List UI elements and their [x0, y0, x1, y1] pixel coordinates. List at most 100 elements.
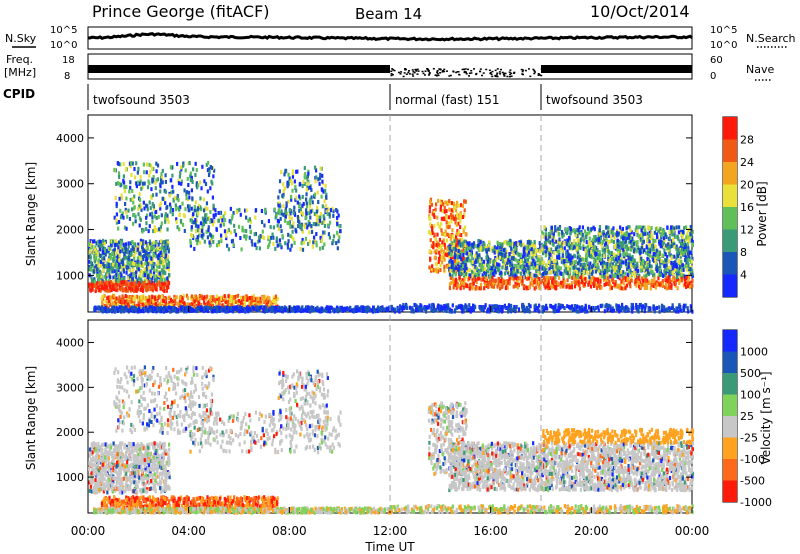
heatmap-cell — [251, 299, 254, 304]
heatmap-cell — [223, 305, 226, 310]
heatmap-cell — [125, 255, 128, 260]
heatmap-cell — [540, 266, 544, 271]
heatmap-cell — [224, 296, 227, 301]
heatmap-cell — [106, 272, 109, 277]
heatmap-cell — [159, 303, 162, 308]
heatmap-cell — [304, 197, 308, 202]
heatmap-cell — [636, 264, 639, 269]
heatmap-cell — [167, 284, 170, 289]
freq-scatter-point — [411, 73, 414, 75]
heatmap-cell — [230, 216, 234, 221]
heatmap-cell — [447, 254, 450, 259]
heatmap-cell — [527, 274, 530, 279]
heatmap-cell — [457, 230, 461, 235]
heatmap-cell — [319, 172, 322, 177]
heatmap-cell — [168, 305, 171, 310]
heatmap-cell — [488, 240, 491, 245]
heatmap-cell — [443, 264, 446, 269]
heatmap-cell — [232, 300, 235, 305]
heatmap-cell — [627, 261, 630, 266]
heatmap-cell — [290, 243, 293, 248]
heatmap-cell — [119, 244, 122, 249]
heatmap-cell — [305, 201, 308, 206]
heatmap-cell — [464, 231, 467, 236]
heatmap-cell — [176, 193, 179, 198]
heatmap-cell — [633, 247, 636, 252]
freq-scatter-point — [509, 73, 512, 76]
heatmap-cell — [104, 284, 107, 289]
heatmap-cell — [115, 201, 118, 206]
heatmap-cell — [144, 302, 148, 307]
heatmap-cell — [440, 228, 443, 233]
heatmap-cell — [209, 233, 213, 238]
heatmap-cell — [237, 298, 240, 303]
heatmap-cell — [159, 260, 162, 265]
heatmap-cell — [177, 198, 180, 203]
heatmap-cell — [101, 300, 104, 305]
heatmap-cell — [323, 199, 326, 204]
heatmap-cell — [318, 246, 322, 251]
heatmap-cell — [645, 273, 648, 278]
heatmap-cell — [155, 209, 158, 214]
heatmap-cell — [608, 239, 612, 244]
heatmap-cell — [442, 217, 445, 222]
heatmap-cell — [531, 262, 534, 267]
heatmap-cell — [324, 203, 328, 208]
heatmap-cell — [303, 181, 306, 186]
heatmap-cell — [483, 286, 486, 291]
heatmap-cell — [477, 246, 480, 251]
heatmap-cell — [542, 260, 545, 265]
freq-scatter-point — [499, 68, 502, 71]
heatmap-cell — [146, 285, 149, 290]
heatmap-cell — [494, 281, 497, 286]
heatmap-cell — [138, 223, 141, 228]
heatmap-cell — [458, 272, 461, 277]
heatmap-cell — [260, 220, 264, 225]
heatmap-cell — [460, 203, 463, 208]
heatmap-cell — [311, 200, 314, 205]
heatmap-cell — [436, 269, 439, 274]
heatmap-cell — [302, 179, 305, 184]
heatmap-cell — [233, 295, 236, 300]
heatmap-cell — [459, 215, 462, 220]
heatmap-cell — [354, 307, 357, 312]
heatmap-cell — [187, 182, 190, 187]
heatmap-cell — [240, 305, 243, 310]
heatmap-cell — [307, 171, 310, 176]
heatmap-cell — [319, 211, 322, 216]
heatmap-cell — [306, 225, 309, 230]
heatmap-cell — [639, 261, 643, 266]
heatmap-cell — [239, 295, 243, 300]
heatmap-cell — [268, 296, 271, 301]
heatmap-cell — [103, 274, 106, 279]
freq-scatter-point — [423, 74, 426, 76]
heatmap-cell — [631, 255, 634, 260]
freq-scatter-point — [404, 69, 407, 71]
heatmap-cell — [325, 195, 328, 200]
heatmap-cell — [219, 215, 222, 220]
heatmap-cell — [160, 256, 163, 261]
heatmap-cell — [96, 273, 99, 278]
heatmap-cell — [455, 231, 458, 236]
heatmap-cell — [287, 172, 290, 177]
heatmap-cell — [128, 281, 131, 286]
heatmap-cell — [435, 240, 438, 245]
heatmap-cell — [161, 271, 164, 276]
heatmap-cell — [559, 280, 563, 285]
heatmap-cell — [335, 308, 339, 313]
heatmap-cell — [336, 209, 339, 214]
heatmap-cell — [252, 293, 255, 298]
heatmap-cell — [429, 199, 432, 204]
heatmap-cell — [454, 216, 458, 221]
heatmap-cell — [219, 233, 223, 238]
heatmap-cell — [605, 282, 608, 287]
heatmap-cell — [536, 282, 539, 287]
heatmap-cell — [203, 295, 206, 300]
heatmap-cell — [116, 248, 119, 253]
heatmap-cell — [531, 242, 534, 247]
heatmap-cell — [152, 270, 156, 275]
heatmap-cell — [488, 264, 491, 269]
heatmap-cell — [157, 242, 160, 247]
heatmap-cell — [112, 262, 115, 267]
heatmap-cell — [209, 219, 212, 224]
